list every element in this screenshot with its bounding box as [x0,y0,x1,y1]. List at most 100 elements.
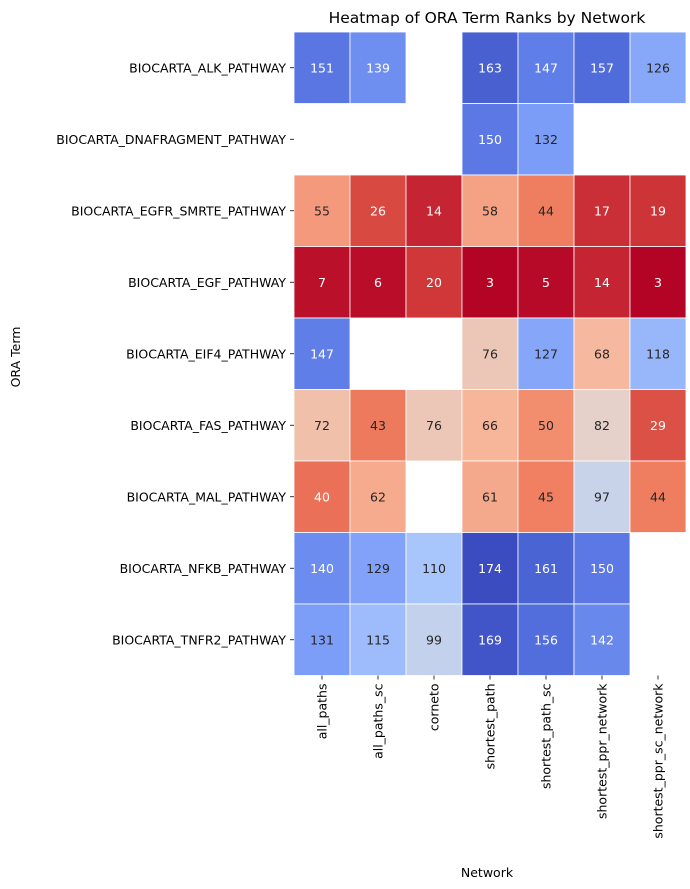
heatmap-cell [573,603,631,676]
y-tick-label: BIOCARTA_EIF4_PATHWAY [126,346,286,361]
y-axis-label: ORA Term [8,327,23,388]
heatmap-cell [517,103,575,176]
cell-value-label: 44 [650,489,666,504]
heatmap-cell [293,31,351,104]
cell-value-label: 150 [590,561,614,576]
x-axis-ticks: all_paths all_paths_sc corneto shortest_pat… [315,675,666,839]
y-tick-label: BIOCARTA_EGF_PATHWAY [128,275,286,290]
heatmap-cell [573,31,631,104]
cell-value-label: 126 [646,60,670,75]
chart-title: Heatmap of ORA Term Ranks by Network [329,9,646,27]
cell-value-label: 147 [310,346,334,361]
heatmap-cell [405,603,463,676]
cell-value-label: 50 [538,418,554,433]
heatmap-cell [461,246,519,319]
cell-value-label: 127 [534,346,558,361]
cell-value-label: 3 [654,275,662,290]
y-tick-label: BIOCARTA_EGFR_SMRTE_PATHWAY [71,203,286,218]
cell-value-label: 68 [594,346,610,361]
x-tick-label: shortest_ppr_network [595,683,610,819]
cell-value-label: 61 [482,489,498,504]
heatmap-cell [293,389,351,462]
cell-value-label: 139 [366,60,390,75]
cell-value-label: 97 [594,489,610,504]
cell-value-label: 43 [370,418,386,433]
heatmap-cell [349,389,407,462]
heatmap-cell [461,31,519,104]
cell-value-label: 66 [482,418,498,433]
cell-value-label: 131 [310,632,334,647]
cell-value-label: 58 [482,203,498,218]
cell-value-label: 174 [478,561,502,576]
heatmap-cell [293,317,351,390]
cell-value-label: 26 [370,203,386,218]
heatmap-cell [573,246,631,319]
heatmap-cell [517,532,575,605]
heatmap-cell [405,246,463,319]
cell-value-label: 14 [426,203,442,218]
heatmap-cell [573,460,631,533]
cell-value-label: 132 [534,132,558,147]
cell-value-label: 44 [538,203,554,218]
heatmap-cell [573,174,631,247]
cell-value-label: 6 [374,275,382,290]
heatmap-cell [349,174,407,247]
cell-value-label: 110 [422,561,446,576]
cell-value-label: 76 [482,346,498,361]
cell-value-label: 3 [486,275,494,290]
cell-value-label: 99 [426,632,442,647]
heatmap-cell [517,460,575,533]
cell-value-label: 142 [590,632,614,647]
heatmap-cell [517,174,575,247]
cell-value-label: 72 [314,418,330,433]
heatmap-cell [629,460,687,533]
cell-value-label: 62 [370,489,386,504]
heatmap-cell [349,246,407,319]
heatmap-cell [349,532,407,605]
y-tick-label: BIOCARTA_NFKB_PATHWAY [120,561,287,576]
heatmap-cell [405,532,463,605]
cell-value-label: 150 [478,132,502,147]
cell-value-label: 147 [534,60,558,75]
y-tick-label: BIOCARTA_DNAFRAGMENT_PATHWAY [56,132,286,147]
heatmap-cell [293,603,351,676]
y-tick-label: BIOCARTA_TNFR2_PATHWAY [112,632,286,647]
heatmap-cell [461,460,519,533]
cell-value-label: 14 [594,275,610,290]
cell-value-label: 20 [426,275,442,290]
heatmap-cell [349,460,407,533]
heatmap-cell [461,389,519,462]
heatmap-cell [461,603,519,676]
cell-value-label: 156 [534,632,558,647]
cell-value-label: 140 [310,561,334,576]
cell-value-label: 161 [534,561,558,576]
cell-value-label: 17 [594,203,610,218]
heatmap-cell [461,174,519,247]
x-tick-label: shortest_ppr_sc_network [651,683,666,839]
cell-value-label: 5 [542,275,550,290]
heatmap-cell [629,174,687,247]
cell-value-label: 129 [366,561,390,576]
x-tick-label: shortest_path [483,684,498,770]
heatmap-cell [293,460,351,533]
cell-value-label: 29 [650,418,666,433]
heatmap-cell [517,603,575,676]
cell-value-label: 19 [650,203,666,218]
x-tick-label: all_paths [315,684,330,740]
y-tick-label: BIOCARTA_FAS_PATHWAY [130,418,286,433]
x-axis-label: Network [461,865,514,880]
heatmap-cell [629,31,687,104]
heatmap-cell [517,246,575,319]
heatmap-cell [629,246,687,319]
cell-value-label: 163 [478,60,502,75]
heatmap-cell [573,532,631,605]
cell-value-label: 169 [478,632,502,647]
cell-value-label: 76 [426,418,442,433]
cell-value-label: 7 [318,275,326,290]
cell-value-label: 157 [590,60,614,75]
y-axis-ticks: BIOCARTA_ALK_PATHWAY BIOCARTA_DNAFRAGMENT… [56,60,294,647]
cell-value-label: 55 [314,203,330,218]
heatmap-cell [349,603,407,676]
heatmap-cell [517,31,575,104]
